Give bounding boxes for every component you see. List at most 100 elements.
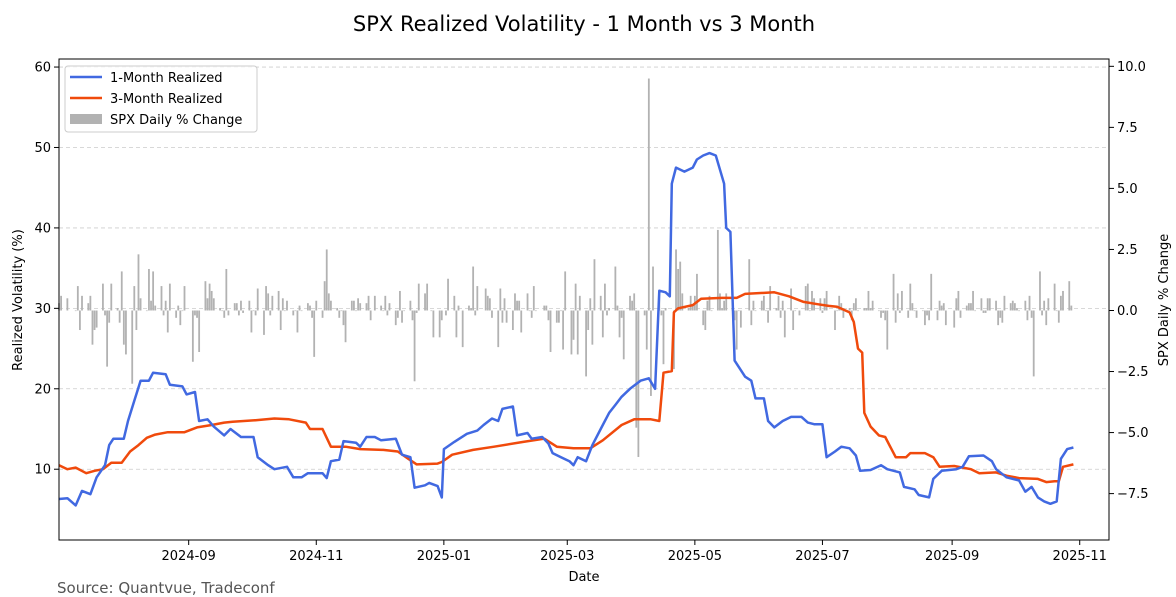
daily-change-bar bbox=[208, 283, 211, 311]
daily-change-bar bbox=[708, 295, 711, 311]
daily-change-bar bbox=[924, 310, 926, 326]
volatility-lines bbox=[58, 151, 1074, 507]
daily-change-bar bbox=[622, 310, 625, 360]
daily-change-bar bbox=[432, 310, 435, 338]
daily-change-bar bbox=[210, 290, 213, 311]
daily-change-bar bbox=[608, 308, 610, 311]
daily-change-bar bbox=[842, 310, 845, 318]
daily-change-bar bbox=[564, 271, 567, 311]
daily-change-bar bbox=[95, 310, 98, 328]
daily-change-bar bbox=[1016, 308, 1018, 311]
daily-change-bar bbox=[135, 310, 138, 331]
daily-change-bar bbox=[852, 303, 855, 311]
daily-change-bar bbox=[353, 300, 355, 311]
daily-change-bar bbox=[242, 310, 244, 313]
daily-change-bar bbox=[269, 310, 272, 316]
daily-change-bar bbox=[719, 293, 721, 311]
daily-change-bar bbox=[620, 310, 623, 318]
plot-frame bbox=[58, 58, 1110, 541]
daily-change-bar bbox=[775, 308, 778, 311]
daily-change-bar bbox=[74, 310, 77, 312]
daily-change-bar bbox=[825, 290, 828, 311]
daily-change-bar bbox=[212, 298, 215, 311]
daily-change-bar bbox=[585, 310, 587, 377]
daily-change-bar bbox=[424, 293, 426, 311]
daily-change-bar bbox=[1062, 290, 1064, 311]
x-tick-label: 2025-03 bbox=[540, 549, 594, 564]
daily-change-bar bbox=[804, 286, 807, 311]
daily-change-bar bbox=[687, 308, 690, 311]
daily-change-bar bbox=[1047, 298, 1050, 311]
daily-change-bar bbox=[315, 300, 318, 311]
daily-change-bar bbox=[599, 295, 602, 311]
daily-change-bar bbox=[168, 283, 171, 311]
daily-change-bar bbox=[752, 300, 755, 311]
daily-change-bar bbox=[681, 293, 684, 311]
daily-change-bar bbox=[737, 310, 740, 312]
daily-change-bar bbox=[1055, 310, 1058, 312]
daily-change-bar bbox=[999, 310, 1002, 318]
daily-change-bar bbox=[679, 261, 682, 311]
daily-change-bar bbox=[1059, 295, 1062, 311]
daily-change-bar bbox=[811, 290, 813, 311]
daily-change-bar bbox=[102, 283, 104, 311]
daily-change-bar bbox=[152, 271, 155, 311]
daily-change-bar bbox=[725, 293, 728, 311]
daily-change-bar bbox=[532, 286, 535, 311]
daily-change-bar bbox=[1024, 300, 1027, 311]
daily-change-bar bbox=[516, 300, 518, 311]
daily-change-bar bbox=[283, 310, 286, 312]
daily-change-bar bbox=[227, 310, 230, 316]
daily-change-bar bbox=[237, 310, 240, 316]
daily-change-bar bbox=[233, 303, 236, 311]
daily-change-bar bbox=[857, 310, 859, 312]
daily-change-bar bbox=[762, 295, 765, 311]
daily-change-bar bbox=[388, 303, 391, 311]
daily-change-bar bbox=[382, 310, 385, 312]
daily-change-bar bbox=[576, 310, 579, 355]
daily-change-bar bbox=[440, 310, 443, 321]
y2-axis-ticks: −7.5 −5.0 −2.5 0.0 2.5 5.0 7.5 10.0 bbox=[1109, 60, 1149, 502]
daily-change-bar bbox=[321, 310, 324, 318]
daily-change-bar bbox=[311, 310, 313, 318]
daily-change-bar bbox=[386, 310, 389, 316]
y-axis-ticks: 10 20 30 40 50 60 bbox=[34, 61, 59, 478]
daily-change-bar bbox=[616, 305, 619, 311]
x-tick-label: 2024-09 bbox=[162, 549, 216, 564]
daily-change-bar bbox=[867, 290, 870, 311]
daily-change-bar bbox=[426, 283, 429, 311]
daily-change-bar bbox=[880, 310, 882, 318]
daily-change-bar bbox=[526, 293, 529, 311]
legend-swatch-daily-change bbox=[70, 114, 102, 124]
daily-change-bar bbox=[662, 310, 665, 365]
daily-change-bar bbox=[930, 273, 933, 311]
daily-change-bar bbox=[447, 278, 449, 311]
daily-change-bar bbox=[116, 308, 119, 311]
daily-change-bar bbox=[367, 295, 370, 311]
daily-change-bar bbox=[265, 286, 267, 311]
daily-change-bar bbox=[66, 298, 69, 311]
daily-change-bar bbox=[633, 293, 636, 311]
daily-change-bar bbox=[1068, 281, 1071, 311]
daily-change-bar bbox=[365, 303, 368, 311]
daily-change-bar bbox=[472, 266, 475, 311]
daily-change-bar bbox=[76, 286, 79, 311]
daily-change-bar bbox=[340, 310, 343, 312]
daily-change-bar bbox=[137, 254, 140, 311]
daily-change-bar bbox=[518, 300, 521, 311]
daily-change-bar bbox=[587, 310, 590, 331]
daily-change-bar bbox=[591, 310, 594, 345]
daily-change-bar bbox=[219, 308, 221, 311]
daily-change-bar bbox=[650, 310, 652, 396]
daily-change-bar bbox=[148, 268, 150, 311]
daily-change-bar bbox=[223, 310, 226, 318]
daily-change-bar bbox=[342, 310, 345, 326]
daily-change-bar bbox=[606, 310, 608, 316]
x-axis-label: Date bbox=[568, 570, 599, 585]
daily-change-bar bbox=[394, 310, 397, 326]
x-axis-ticks: 2024-09 2024-11 2025-01 2025-03 2025-05 2025-… bbox=[162, 540, 1107, 564]
daily-change-bar bbox=[980, 298, 983, 311]
daily-change-bar bbox=[60, 295, 62, 311]
daily-change-bar bbox=[869, 308, 872, 311]
